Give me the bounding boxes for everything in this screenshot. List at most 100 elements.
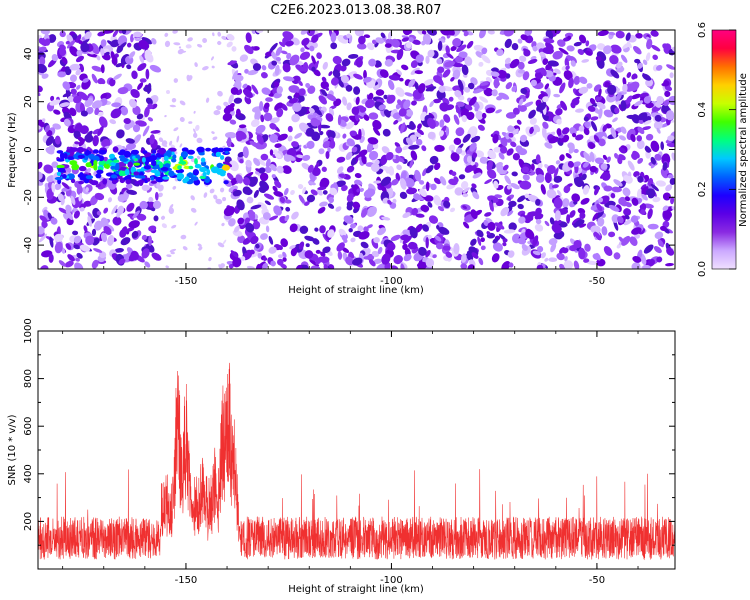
heatmap-cell bbox=[269, 122, 277, 130]
heatmap-cell bbox=[67, 95, 75, 103]
heatmap-cell bbox=[98, 78, 106, 85]
heatmap-cell bbox=[527, 212, 534, 221]
heatmap-cell bbox=[336, 166, 344, 174]
heatmap-cell bbox=[583, 151, 592, 163]
heatmap-signal-cell bbox=[218, 169, 227, 175]
spectrogram-xlabel: Height of straight line (km) bbox=[288, 285, 424, 296]
heatmap-cell bbox=[458, 174, 466, 180]
heatmap-cell bbox=[536, 264, 544, 269]
heatmap-cell bbox=[443, 114, 451, 123]
heatmap-cell bbox=[111, 204, 118, 215]
heatmap-cell bbox=[620, 100, 627, 111]
heatmap-cell bbox=[625, 176, 633, 184]
heatmap-cell bbox=[405, 137, 413, 146]
heatmap-cell bbox=[501, 261, 511, 269]
heatmap-cell bbox=[322, 246, 331, 254]
heatmap-cell bbox=[366, 142, 374, 153]
heatmap-cell bbox=[271, 51, 277, 60]
heatmap-cell bbox=[352, 184, 361, 196]
heatmap-cell bbox=[128, 51, 136, 59]
heatmap-cell bbox=[328, 196, 335, 204]
heatmap-signal-cell bbox=[194, 164, 202, 169]
heatmap-cell bbox=[208, 256, 212, 262]
heatmap-cell bbox=[41, 73, 49, 79]
heatmap-cell bbox=[259, 101, 264, 111]
heatmap-cell bbox=[461, 253, 467, 263]
heatmap-cell bbox=[640, 253, 647, 266]
heatmap-cell bbox=[615, 61, 623, 69]
heatmap-cell bbox=[642, 59, 648, 66]
heatmap-cell bbox=[650, 140, 660, 152]
heatmap-cell bbox=[282, 76, 295, 82]
y-tick-label: 600 bbox=[23, 417, 34, 436]
heatmap-cell bbox=[70, 88, 77, 95]
heatmap-cell bbox=[408, 78, 416, 88]
heatmap-cell bbox=[402, 212, 411, 219]
heatmap-cell bbox=[375, 60, 382, 68]
heatmap-cell bbox=[481, 112, 487, 119]
heatmap-cell bbox=[177, 48, 184, 55]
heatmap-cell bbox=[136, 213, 147, 221]
heatmap-cell bbox=[338, 80, 344, 88]
heatmap-cell bbox=[45, 135, 54, 146]
heatmap-signal-cell bbox=[98, 155, 105, 162]
heatmap-cell bbox=[379, 69, 389, 78]
heatmap-cell bbox=[342, 96, 348, 106]
heatmap-cell bbox=[141, 248, 150, 259]
heatmap-cell bbox=[355, 96, 360, 105]
heatmap-cell bbox=[172, 185, 177, 190]
heatmap-cell bbox=[244, 252, 250, 259]
heatmap-cell bbox=[528, 109, 537, 119]
heatmap-cell bbox=[589, 142, 596, 149]
heatmap-cell bbox=[490, 71, 500, 77]
heatmap-cell bbox=[569, 210, 576, 218]
heatmap-cell bbox=[142, 125, 150, 137]
heatmap-cell bbox=[263, 112, 273, 122]
heatmap-signal-cell bbox=[192, 169, 199, 176]
heatmap-cell bbox=[291, 141, 299, 148]
heatmap-cell bbox=[403, 99, 411, 110]
heatmap-cell bbox=[643, 244, 654, 254]
heatmap-cell bbox=[259, 172, 269, 182]
heatmap-cell bbox=[202, 66, 209, 71]
heatmap-cell bbox=[654, 231, 664, 240]
heatmap-cell bbox=[601, 171, 611, 181]
heatmap-cell bbox=[282, 31, 294, 40]
heatmap-cell bbox=[573, 240, 582, 249]
heatmap-cell bbox=[282, 63, 291, 73]
spectrogram-image bbox=[38, 30, 675, 269]
heatmap-cell bbox=[503, 229, 516, 234]
heatmap-cell bbox=[257, 202, 268, 210]
y-tick-label: 40 bbox=[23, 48, 34, 61]
heatmap-cell bbox=[540, 184, 546, 195]
heatmap-cell bbox=[641, 126, 652, 131]
heatmap-cell bbox=[194, 221, 198, 226]
heatmap-cell bbox=[380, 165, 391, 171]
heatmap-cell bbox=[99, 251, 107, 259]
heatmap-cell bbox=[372, 119, 382, 130]
heatmap-cell bbox=[305, 30, 315, 37]
heatmap-cell bbox=[228, 94, 234, 104]
heatmap-cell bbox=[436, 242, 444, 250]
heatmap-cell bbox=[645, 52, 651, 62]
heatmap-cell bbox=[301, 37, 310, 46]
heatmap-cell bbox=[255, 263, 261, 269]
heatmap-cell bbox=[137, 82, 144, 90]
colorbar-ticks: 0.0 0.2 0.4 0.6 bbox=[697, 22, 736, 277]
heatmap-cell bbox=[615, 30, 625, 39]
heatmap-cell bbox=[595, 252, 601, 261]
heatmap-cell bbox=[233, 225, 240, 233]
x-tick-label: -150 bbox=[175, 575, 198, 586]
heatmap-cell bbox=[338, 173, 347, 179]
heatmap-cell bbox=[602, 154, 608, 160]
heatmap-cell bbox=[319, 225, 326, 234]
heatmap-cell bbox=[405, 109, 414, 117]
heatmap-cell bbox=[179, 143, 183, 148]
heatmap-cell bbox=[422, 224, 429, 232]
heatmap-cell bbox=[242, 177, 251, 186]
heatmap-cell bbox=[557, 39, 566, 47]
heatmap-cell bbox=[294, 132, 303, 139]
heatmap-cell bbox=[462, 133, 471, 143]
heatmap-cell bbox=[540, 67, 547, 77]
heatmap-cell bbox=[517, 38, 523, 44]
